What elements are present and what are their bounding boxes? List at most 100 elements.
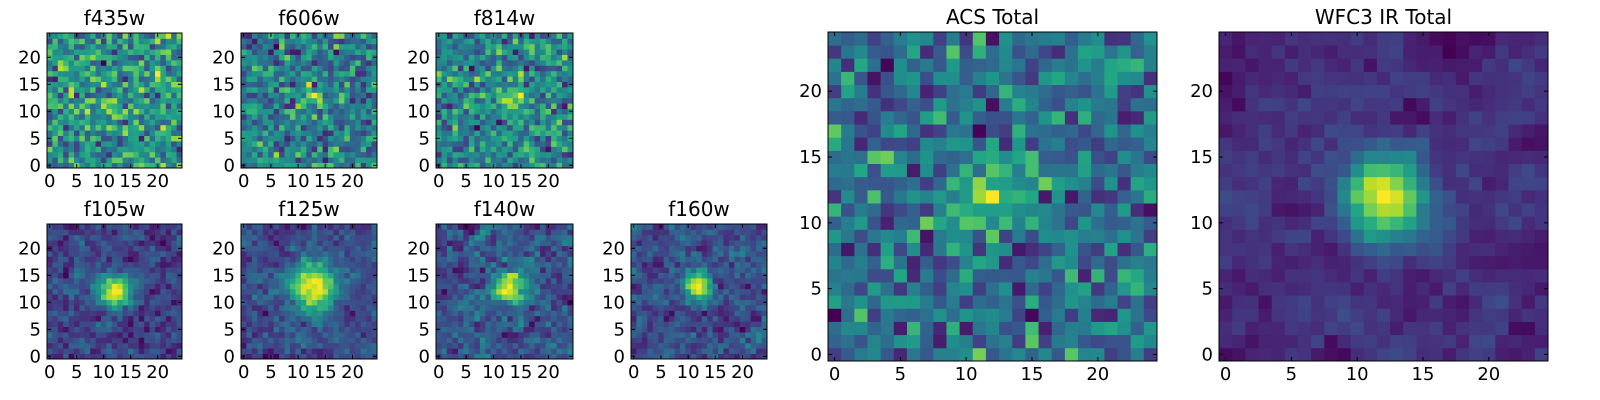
heatmap-cell: [317, 108, 323, 115]
heatmap-cell: [52, 229, 59, 236]
heatmap-cell: [338, 245, 345, 252]
heatmap-cell: [317, 60, 323, 66]
heatmap-cell: [474, 251, 481, 257]
heatmap-cell: [485, 87, 492, 93]
heatmap-cell: [306, 97, 313, 104]
heatmap-cell: [474, 60, 481, 66]
heatmap-cell: [165, 49, 172, 55]
heatmap-cell: [338, 353, 345, 360]
heatmap-cell: [165, 261, 172, 268]
heatmap-cell: [273, 251, 280, 257]
heatmap-cell: [745, 224, 752, 230]
heatmap-cell: [490, 97, 497, 104]
heatmap-cell: [518, 108, 525, 115]
heatmap-cell: [485, 353, 492, 360]
heatmap-cell: [84, 240, 91, 246]
heatmap-cell: [985, 163, 1000, 178]
heatmap-cell: [111, 256, 118, 263]
heatmap-image: [631, 224, 768, 360]
heatmap-cell: [149, 267, 156, 273]
heatmap-cell: [540, 305, 546, 311]
heatmap-cell: [160, 87, 167, 93]
heatmap-cell: [111, 342, 118, 349]
heatmap-cell: [262, 141, 269, 147]
heatmap-cell: [507, 157, 514, 163]
heatmap-cell: [79, 283, 86, 290]
axes-frame: [240, 32, 378, 169]
heatmap-cell: [333, 103, 340, 109]
heatmap-cell: [551, 43, 557, 50]
heatmap-cell: [739, 267, 746, 273]
heatmap-cell: [441, 43, 448, 50]
heatmap-cell: [333, 321, 340, 327]
heatmap-cell: [718, 353, 724, 360]
heatmap-cell: [295, 299, 302, 306]
heatmap-cell: [739, 283, 746, 290]
heatmap-cell: [441, 294, 448, 300]
heatmap-cell: [360, 283, 367, 290]
heatmap-cell: [501, 278, 508, 284]
heatmap-cell: [117, 294, 123, 300]
heatmap-cell: [712, 283, 719, 290]
heatmap-cell: [474, 261, 481, 268]
heatmap-cell: [52, 60, 59, 66]
heatmap-cell: [128, 81, 134, 88]
heatmap-cell: [251, 267, 258, 273]
heatmap-cell: [171, 256, 177, 263]
heatmap-cell: [279, 251, 285, 257]
heatmap-cell: [485, 267, 492, 273]
heatmap-cell: [1025, 268, 1039, 283]
heatmap-cell: [111, 310, 118, 317]
heatmap-cell: [457, 267, 464, 273]
heatmap-cell: [867, 321, 882, 336]
heatmap-cell: [47, 256, 53, 263]
heatmap-cell: [545, 141, 552, 147]
heatmap-cell: [300, 337, 307, 344]
heatmap-cell: [171, 124, 177, 131]
heatmap-cell: [306, 124, 313, 131]
heatmap-cell: [101, 54, 107, 61]
heatmap-cell: [317, 224, 323, 230]
heatmap-cell: [349, 305, 356, 311]
heatmap-cell: [160, 49, 167, 55]
heatmap-cell: [534, 348, 541, 354]
heatmap-cell: [171, 65, 177, 72]
heatmap-cell: [652, 234, 659, 241]
heatmap-cell: [241, 283, 247, 290]
heatmap-cell: [176, 267, 183, 273]
heatmap-cell: [534, 256, 541, 263]
heatmap-cell: [57, 348, 64, 354]
x-tick-label: 15: [704, 362, 727, 383]
heatmap-cell: [750, 245, 757, 252]
heatmap-cell: [452, 60, 459, 66]
heatmap-cell: [880, 308, 895, 322]
heatmap-cell: [556, 65, 563, 72]
heatmap-cell: [160, 342, 167, 349]
heatmap-cell: [333, 234, 340, 241]
heatmap-cell: [360, 337, 367, 344]
heatmap-cell: [322, 70, 329, 77]
heatmap-cell: [933, 308, 947, 322]
heatmap-cell: [490, 54, 497, 61]
heatmap-cell: [52, 54, 59, 61]
heatmap-cell: [333, 38, 340, 45]
heatmap-cell: [696, 321, 703, 327]
heatmap-cell: [241, 70, 247, 77]
heatmap-cell: [262, 130, 269, 136]
heatmap-cell: [441, 76, 448, 82]
heatmap-cell: [306, 321, 313, 327]
heatmap-cell: [436, 92, 442, 99]
heatmap-cell: [529, 119, 536, 126]
heatmap-cell: [176, 305, 183, 311]
heatmap-cell: [165, 54, 172, 61]
heatmap-cell: [90, 224, 96, 230]
heatmap-cell: [371, 267, 378, 273]
heatmap-cell: [338, 97, 345, 104]
heatmap-cell: [133, 135, 140, 142]
heatmap-cell: [246, 49, 253, 55]
x-tick-label: 20: [146, 171, 169, 192]
heatmap-cell: [289, 49, 296, 55]
heatmap-cell: [268, 245, 275, 252]
heatmap-cell: [529, 288, 536, 295]
heatmap-cell: [1143, 242, 1158, 257]
